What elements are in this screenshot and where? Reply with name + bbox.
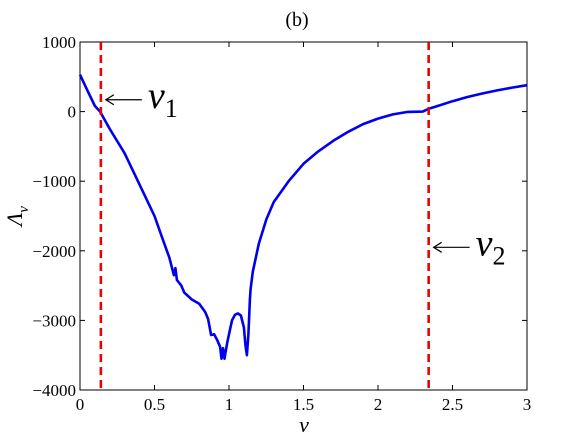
y-tick-label: −2000	[32, 242, 76, 261]
x-tick-label: 1.5	[293, 395, 314, 414]
x-tick-label: 0.5	[144, 395, 165, 414]
annotation-label-sub: 2	[493, 241, 506, 270]
vertical-reference-lines	[99, 42, 430, 390]
x-tick-label: 0	[76, 395, 85, 414]
annotation: ν2	[432, 222, 506, 270]
annotation-label-main: ν	[476, 222, 493, 264]
x-tick-label: 3	[523, 395, 532, 414]
y-tick-label: −4000	[32, 381, 76, 400]
x-axis-label: ν	[299, 412, 309, 437]
y-axis-label: Λν	[2, 206, 32, 228]
y-tick-label: 0	[68, 103, 77, 122]
annotation-arrowhead	[432, 241, 442, 253]
y-tick-label: 1000	[42, 33, 76, 52]
svg-text:Λν: Λν	[2, 206, 32, 228]
y-axis-label-sub: ν	[16, 206, 32, 213]
axis-ticks: 0 0.5 1 1.5 2 2.5 3 −4000 −3000 −2000 −1000 0 1000	[32, 33, 531, 414]
annotation-label-sub: 1	[165, 94, 178, 123]
chart-title: (b)	[285, 9, 308, 31]
y-axis-label-main: Λ	[2, 212, 27, 228]
x-tick-label: 2	[374, 395, 383, 414]
y-tick-label: −1000	[32, 172, 76, 191]
annotation-label: ν2	[476, 222, 506, 270]
annotation: ν1	[104, 75, 178, 123]
series-line	[78, 74, 528, 360]
x-tick-label: 2.5	[442, 395, 463, 414]
x-tick-label: 1	[225, 395, 234, 414]
annotation-label-main: ν	[148, 75, 165, 117]
annotation-label: ν1	[148, 75, 178, 123]
y-tick-label: −3000	[32, 311, 76, 330]
series-layer	[78, 74, 528, 360]
annotation-arrowhead	[104, 94, 115, 106]
